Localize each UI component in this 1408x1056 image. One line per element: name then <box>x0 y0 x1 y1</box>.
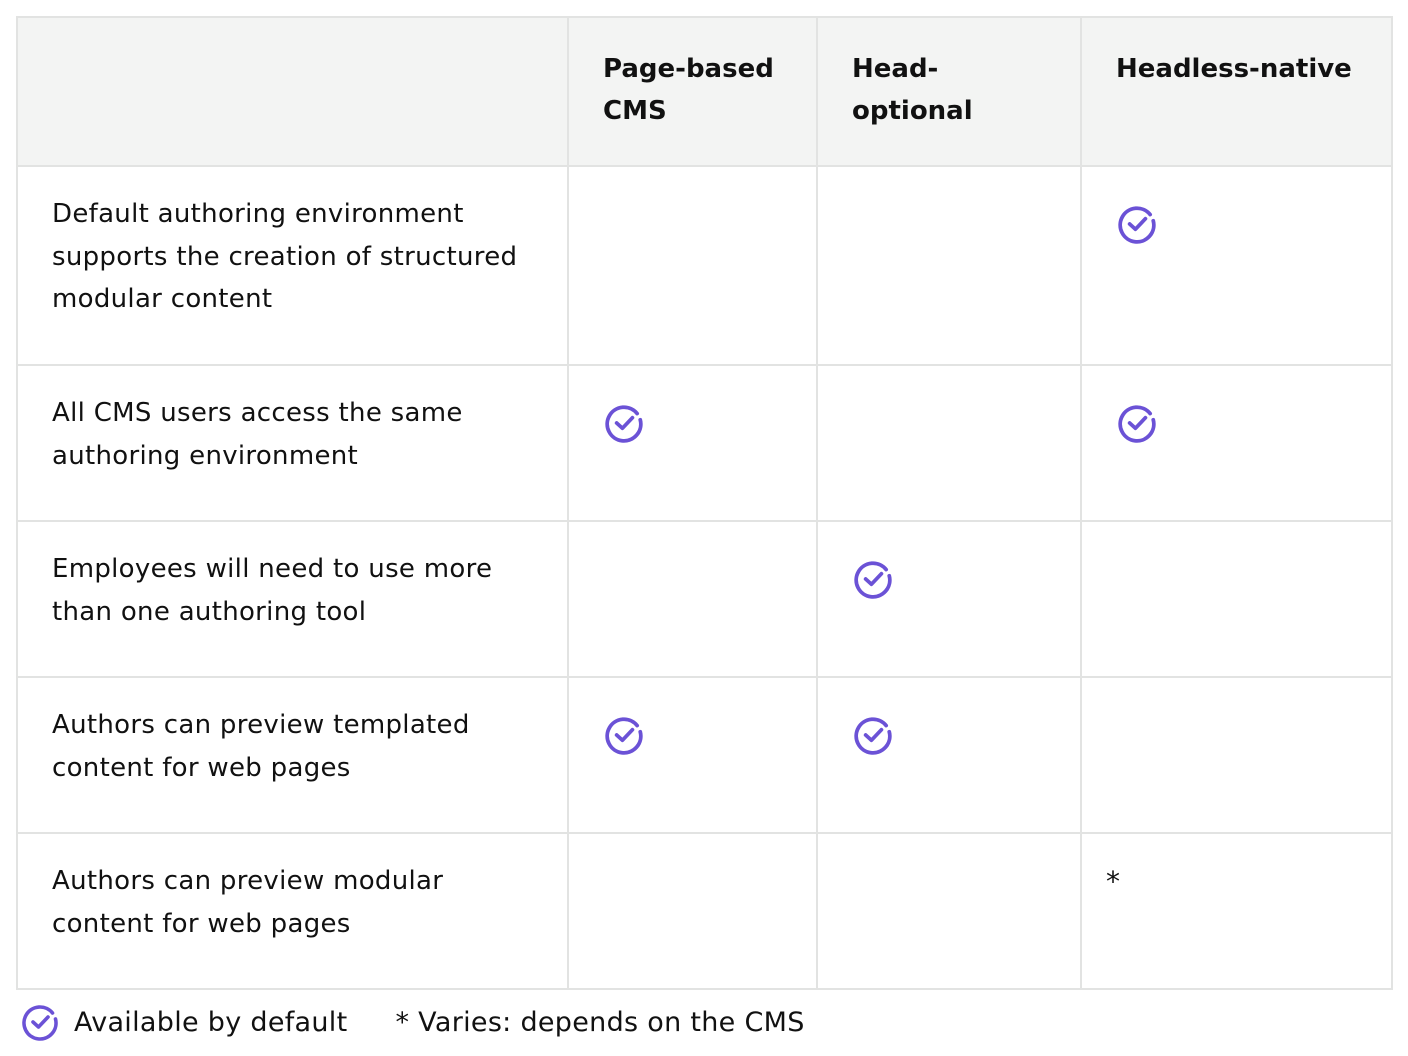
cell-page-based <box>567 165 818 366</box>
cell-head-optional <box>816 165 1082 366</box>
cell-headless-native <box>1080 165 1393 366</box>
table-row: Authors can preview modular content for … <box>16 832 1393 990</box>
header-page-based: Page-based CMS <box>567 16 818 167</box>
header-row: Page-based CMS Head-optional Headless-na… <box>16 16 1393 167</box>
check-icon <box>1118 206 1156 244</box>
legend-note: * Varies: depends on the CMS <box>395 1006 805 1038</box>
check-icon <box>854 717 892 755</box>
header-headless-native: Headless-native <box>1080 16 1393 167</box>
cell-headless-native: * <box>1080 832 1393 990</box>
table-row: Employees will need to use more than one… <box>16 520 1393 678</box>
check-icon <box>22 1005 58 1041</box>
legend-check-label: Available by default <box>74 1006 348 1038</box>
table-row: Default authoring environment supports t… <box>16 165 1393 366</box>
check-icon <box>854 561 892 599</box>
cell-head-optional <box>816 364 1082 522</box>
cell-page-based <box>567 832 818 990</box>
comparison-table: Page-based CMS Head-optional Headless-na… <box>16 16 1393 990</box>
feature-cell: Authors can preview modular content for … <box>16 832 569 990</box>
feature-cell: Employees will need to use more than one… <box>16 520 569 678</box>
cell-head-optional <box>816 520 1082 678</box>
cell-head-optional <box>816 832 1082 990</box>
legend: Available by default * Varies: depends o… <box>20 1002 805 1042</box>
varies-marker: * <box>1106 865 1121 898</box>
cell-headless-native <box>1080 676 1393 834</box>
cell-head-optional <box>816 676 1082 834</box>
check-icon <box>605 405 643 443</box>
cell-page-based <box>567 520 818 678</box>
header-head-optional: Head-optional <box>816 16 1082 167</box>
check-icon <box>605 717 643 755</box>
feature-cell: Default authoring environment supports t… <box>16 165 569 366</box>
cell-page-based <box>567 364 818 522</box>
cell-page-based <box>567 676 818 834</box>
feature-cell: Authors can preview templated content fo… <box>16 676 569 834</box>
table-row: Authors can preview templated content fo… <box>16 676 1393 834</box>
header-feature <box>16 16 569 167</box>
check-icon <box>1118 405 1156 443</box>
cell-headless-native <box>1080 520 1393 678</box>
feature-cell: All CMS users access the same authoring … <box>16 364 569 522</box>
cell-headless-native <box>1080 364 1393 522</box>
table-row: All CMS users access the same authoring … <box>16 364 1393 522</box>
